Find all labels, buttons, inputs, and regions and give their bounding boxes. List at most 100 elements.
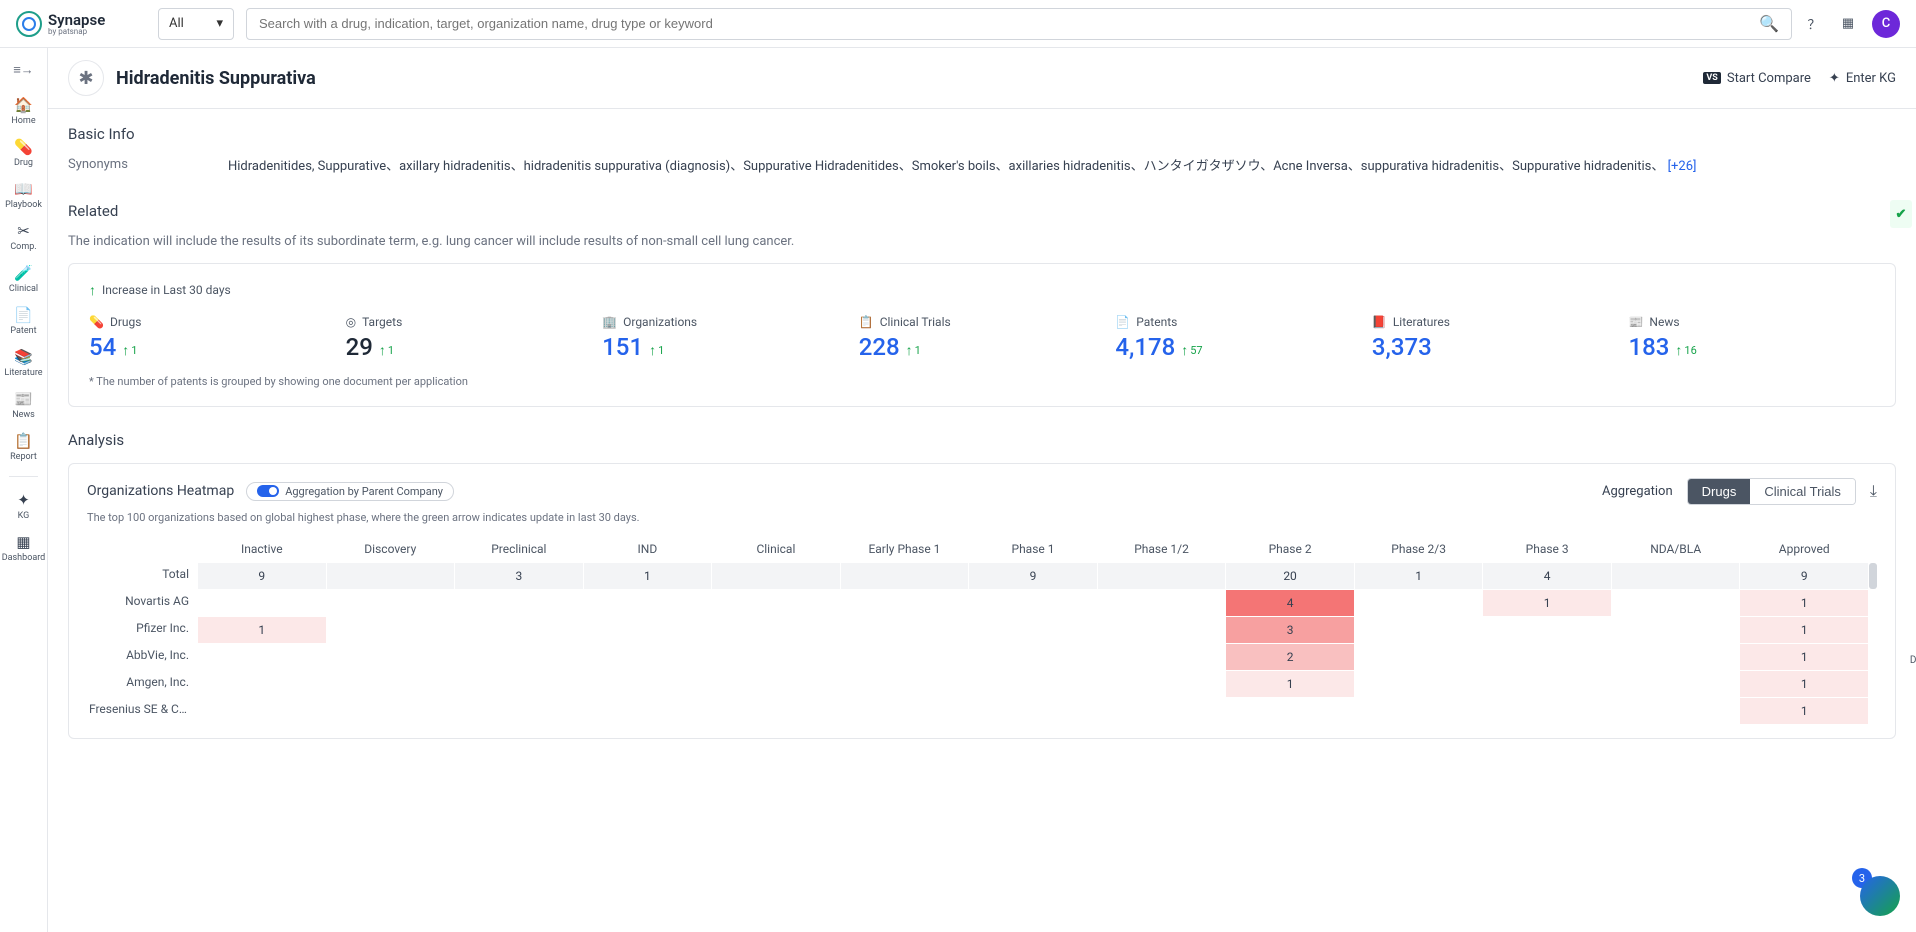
nav-label: Patent [10,326,36,336]
heatmap-cell[interactable]: 9 [198,563,326,589]
heatmap-cell[interactable]: 2 [1226,644,1354,670]
heatmap-cell[interactable]: 1 [584,563,712,589]
sidebar-toggle[interactable]: ≡→ [0,56,47,84]
stat-label: News [1649,315,1679,329]
heatmap-cell[interactable]: 9 [969,563,1097,589]
heatmap-cell[interactable]: 1 [1740,617,1868,643]
heatmap-cell[interactable]: 1 [198,617,326,643]
sidebar-item-drug[interactable]: 💊Drug [4,132,42,174]
stat-value[interactable]: 228 [859,333,900,361]
heatmap-cell[interactable]: 9 [1740,563,1868,589]
enter-kg-button[interactable]: ✦ Enter KG [1829,71,1896,86]
heatmap-cell [1483,644,1611,670]
nav-icon: 📋 [14,432,32,450]
page-header: ✱ Hidradenitis Suppurativa VS Start Comp… [48,48,1916,109]
heatmap-row-header: Pfizer Inc. [87,617,197,643]
synonyms-more-link[interactable]: [+26] [1668,159,1697,174]
heatmap-column-header: Phase 1/2 [1098,536,1226,562]
nav-icon: ✂ [14,222,32,240]
heatmap-cell [1098,698,1226,724]
help-icon[interactable]: ？ [1804,14,1824,34]
sidebar-item-clinical[interactable]: 🧪Clinical [4,258,42,300]
stat-label: Clinical Trials [880,315,951,329]
nav-icon: 📚 [14,348,32,366]
search-input[interactable] [259,16,1759,31]
stat-value[interactable]: 3,373 [1372,333,1432,361]
download-icon[interactable]: ⤓ [1870,481,1877,501]
stat-label: Targets [362,315,402,329]
heatmap-cell[interactable]: 4 [1483,563,1611,589]
filter-value: All [169,16,184,31]
heatmap-cell [584,671,712,697]
heatmap-cell [198,644,326,670]
analysis-section: Analysis Organizations Heatmap Aggregati… [48,415,1916,747]
heatmap-cell[interactable]: 1 [1483,590,1611,616]
sidebar-item-literature[interactable]: 📚Literature [4,342,42,384]
heatmap-cell [327,698,455,724]
filter-dropdown[interactable]: All ▾ [158,8,234,40]
heatmap-scrollbar[interactable] [1869,563,1877,589]
sidebar-item-comp-[interactable]: ✂Comp. [4,216,42,258]
heatmap-cell[interactable]: 1 [1740,590,1868,616]
tab-drugs[interactable]: Drugs [1688,479,1751,504]
heatmap-cell [455,698,583,724]
heatmap-cell[interactable]: 3 [455,563,583,589]
nav-icon: ✦ [15,491,33,509]
heatmap-column-header: Preclinical [455,536,583,562]
aggregation-toggle[interactable]: Aggregation by Parent Company [246,482,454,501]
heatmap-cell[interactable]: 1 [1226,671,1354,697]
search-icon[interactable]: 🔍 [1759,14,1779,33]
start-compare-button[interactable]: VS Start Compare [1703,71,1811,86]
heatmap-cell [1612,590,1740,616]
heatmap-cell [455,671,583,697]
stat-value[interactable]: 183 [1628,333,1669,361]
sidebar-item-report[interactable]: 📋Report [4,426,42,468]
sidebar-item-patent[interactable]: 📄Patent [4,300,42,342]
stat-label: Organizations [623,315,697,329]
page-title: Hidradenitis Suppurativa [116,68,316,89]
apps-grid-icon[interactable]: ▦ [1838,14,1858,34]
stat-literatures: 📕Literatures 3,373 [1372,315,1619,361]
increase-label: ↑ Increase in Last 30 days [89,282,1875,299]
heatmap-cell[interactable]: 1 [1740,644,1868,670]
stat-delta: ↑1 [649,342,664,359]
related-title: Related [68,202,1896,220]
stat-value[interactable]: 54 [89,333,116,361]
heatmap-column-header: Phase 2/3 [1355,536,1483,562]
aggregation-label: Aggregation [1602,484,1673,499]
heatmap-cell [712,671,840,697]
heatmap-cell[interactable]: 20 [1226,563,1354,589]
heatmap-cell[interactable]: 1 [1355,563,1483,589]
start-compare-label: Start Compare [1727,71,1811,86]
heatmap-note: The top 100 organizations based on globa… [87,511,1877,524]
heatmap-cell [1355,698,1483,724]
heatmap-cell [969,671,1097,697]
heatmap-cell[interactable]: 3 [1226,617,1354,643]
stat-value[interactable]: 4,178 [1115,333,1175,361]
heatmap-cell[interactable]: 1 [1740,698,1868,724]
tab-clinical-trials[interactable]: Clinical Trials [1750,479,1855,504]
heatmap-cell [969,590,1097,616]
nav-label: Drug [14,158,33,168]
avatar[interactable]: C [1872,10,1900,38]
heatmap-cell[interactable]: 4 [1226,590,1354,616]
stat-value[interactable]: 151 [602,333,643,361]
chat-bubble[interactable] [1860,876,1900,916]
heatmap-cell[interactable]: 1 [1740,671,1868,697]
sidebar-item-kg[interactable]: ✦KG [2,485,46,527]
sidebar-item-playbook[interactable]: 📖Playbook [4,174,42,216]
sidebar-item-news[interactable]: 📰News [4,384,42,426]
sidebar-item-dashboard[interactable]: ▦Dashboard [2,527,46,569]
heatmap-cell [1098,617,1226,643]
sidebar-item-home[interactable]: 🏠Home [4,90,42,132]
heatmap-cell [327,617,455,643]
heatmap-column-header: Inactive [198,536,326,562]
stat-targets: ◎Targets 29 ↑1 [346,315,593,361]
heatmap-cell [1612,698,1740,724]
heatmap-cell [1612,617,1740,643]
side-float-button[interactable]: ✔ [1890,200,1912,228]
heatmap-cell [969,617,1097,643]
logo[interactable]: Synapse by patsnap [16,11,146,37]
stat-delta: ↑16 [1675,342,1696,359]
heatmap-legend: Drugs 4 0 [1903,655,1916,728]
